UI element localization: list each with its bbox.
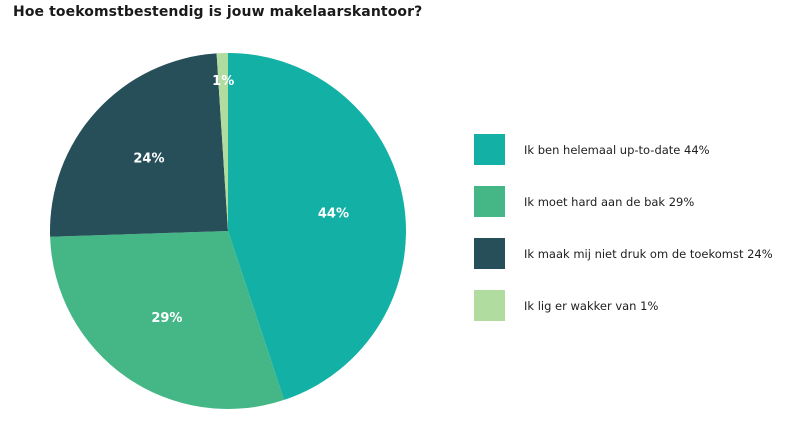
slice-value-label: 29% bbox=[151, 311, 182, 326]
legend-swatch bbox=[474, 134, 505, 165]
legend: Ik ben helemaal up-to-date 44% Ik moet h… bbox=[474, 134, 773, 342]
legend-item: Ik lig er wakker van 1% bbox=[474, 290, 773, 321]
legend-item: Ik ben helemaal up-to-date 44% bbox=[474, 134, 773, 165]
pie-slice bbox=[50, 231, 285, 409]
slice-value-label: 44% bbox=[318, 206, 349, 221]
legend-label: Ik maak mij niet druk om de toekomst 24% bbox=[524, 246, 773, 261]
legend-swatch bbox=[474, 290, 505, 321]
pie-slice bbox=[228, 53, 406, 400]
legend-swatch bbox=[474, 238, 505, 269]
pie-slice bbox=[50, 53, 229, 237]
slice-value-label: 1% bbox=[212, 74, 234, 89]
slice-value-label: 24% bbox=[133, 152, 164, 167]
legend-label: Ik lig er wakker van 1% bbox=[524, 298, 659, 313]
chart-title: Hoe toekomstbestendig is jouw makelaarsk… bbox=[13, 4, 423, 20]
pie-slice bbox=[216, 53, 228, 231]
legend-swatch bbox=[474, 186, 505, 217]
legend-item: Ik moet hard aan de bak 29% bbox=[474, 186, 773, 217]
legend-item: Ik maak mij niet druk om de toekomst 24% bbox=[474, 238, 773, 269]
legend-label: Ik moet hard aan de bak 29% bbox=[524, 194, 695, 209]
legend-label: Ik ben helemaal up-to-date 44% bbox=[524, 142, 710, 157]
